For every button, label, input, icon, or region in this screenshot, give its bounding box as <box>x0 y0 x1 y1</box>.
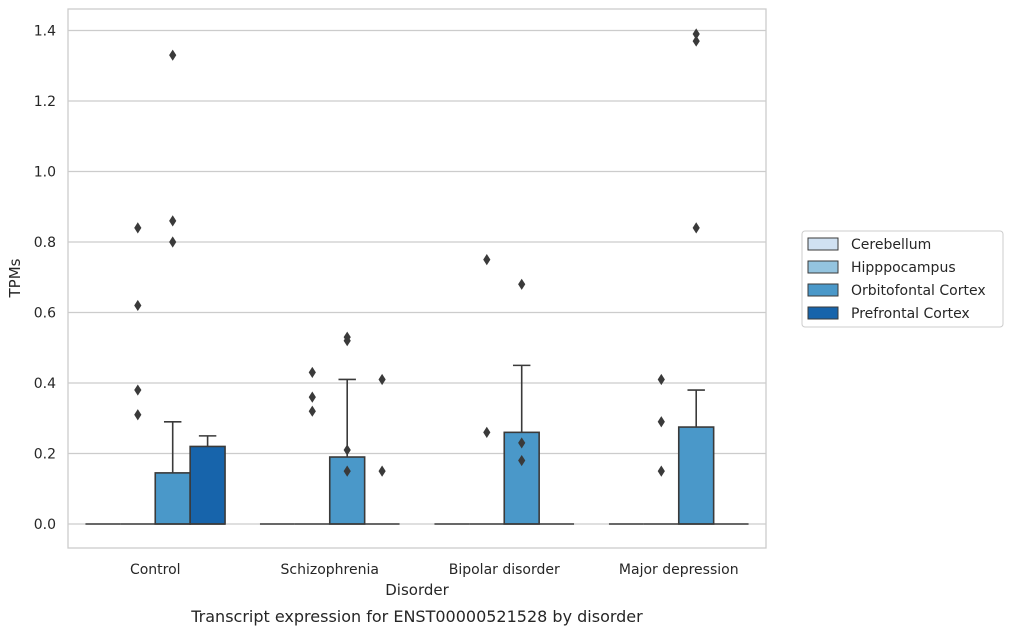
box-1-2 <box>469 254 505 525</box>
outlier-point <box>518 278 526 290</box>
y-tick-label: 0.8 <box>34 235 56 251</box>
box-3-0 <box>189 435 226 525</box>
outlier-point <box>343 444 351 456</box>
outlier-point <box>134 299 142 312</box>
outlier-point <box>308 405 316 417</box>
legend: Cerebellum Hipppocampus Orbitofontal Corte… <box>801 230 1004 328</box>
box-1-0 <box>120 222 156 525</box>
outlier-point <box>308 366 316 379</box>
outlier-point <box>692 28 700 40</box>
outlier-point <box>169 49 177 61</box>
box-body <box>154 472 191 525</box>
x-tick-label: Control <box>130 562 181 578</box>
box-series <box>85 28 749 525</box>
legend-label: Hipppocampus <box>851 260 956 276</box>
outlier-point <box>378 465 386 477</box>
box-body <box>189 445 226 525</box>
y-tick-label: 1.0 <box>34 165 56 181</box>
outlier-point <box>483 254 491 266</box>
legend-frame <box>801 230 1004 328</box>
y-tick-label: 0.4 <box>34 376 56 392</box>
box-2-2 <box>503 278 540 525</box>
outlier-point <box>378 373 386 386</box>
box-2-1 <box>328 331 366 525</box>
x-tick-label: Schizophrenia <box>281 562 379 578</box>
y-axis-label: TPMs <box>6 258 24 298</box>
x-tick-labels: Control Schizophrenia Bipolar disorder Majo… <box>130 562 739 578</box>
outlier-point <box>169 236 177 248</box>
outlier-point <box>134 222 142 234</box>
plot-frame <box>67 8 767 549</box>
chart-caption: Transcript expression for ENST0000052152… <box>190 607 643 626</box>
box-body <box>677 426 715 525</box>
y-tick-label: 1.2 <box>34 94 56 110</box>
legend-label: Cerebellum <box>851 237 931 253</box>
y-tick-labels: 0.0 0.2 0.4 0.6 0.8 1.0 1.2 1.4 <box>34 24 56 534</box>
box-1-3 <box>643 373 679 525</box>
box-2-3 <box>677 28 715 525</box>
outlier-point <box>134 409 142 421</box>
y-tick-label: 0.6 <box>34 306 56 322</box>
x-tick-label: Bipolar disorder <box>449 562 560 578</box>
x-tick-label: Major depression <box>619 562 739 578</box>
outlier-point <box>518 437 526 449</box>
legend-swatch <box>807 283 839 297</box>
legend-label: Orbitofontal Cortex <box>851 283 986 299</box>
box-3-1 <box>364 373 400 525</box>
outlier-point <box>657 373 665 386</box>
outlier-point <box>483 426 491 438</box>
outlier-point <box>134 384 142 396</box>
legend-swatch <box>807 306 839 320</box>
outlier-point <box>169 215 177 227</box>
legend-swatch <box>807 237 839 251</box>
x-axis-label: Disorder <box>385 581 449 599</box>
outlier-point <box>692 35 700 47</box>
outlier-point <box>692 222 700 234</box>
box-1-1 <box>294 366 330 525</box>
legend-label: Prefrontal Cortex <box>851 306 970 322</box>
outlier-point <box>343 465 351 477</box>
outlier-point <box>657 416 665 428</box>
box-2-0 <box>154 49 191 525</box>
outlier-point <box>518 454 526 467</box>
outlier-point <box>343 331 351 343</box>
y-tick-label: 0.0 <box>34 517 56 533</box>
outlier-point <box>308 391 316 403</box>
legend-swatch <box>807 260 839 274</box>
y-tick-label: 1.4 <box>34 24 56 40</box>
outlier-point <box>657 465 665 477</box>
grid-lines <box>68 29 766 525</box>
y-tick-label: 0.2 <box>34 447 56 463</box>
